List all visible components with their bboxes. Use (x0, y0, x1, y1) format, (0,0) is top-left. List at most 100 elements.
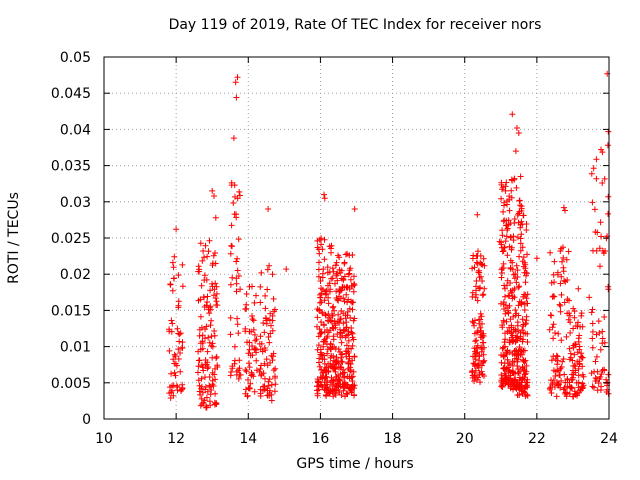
data-point (233, 280, 240, 287)
data-point (319, 274, 326, 281)
data-point (175, 356, 182, 362)
data-point (569, 393, 576, 400)
data-point (210, 383, 217, 389)
data-point (346, 252, 353, 259)
data-point (318, 366, 325, 373)
data-point (339, 332, 346, 339)
data-point (347, 386, 354, 393)
data-point (324, 333, 331, 340)
data-point (341, 298, 348, 305)
data-point (601, 314, 608, 320)
y-tick-label: 0 (82, 412, 91, 428)
data-point (339, 359, 346, 366)
y-tick-label: 0.025 (51, 231, 91, 247)
data-point (568, 384, 574, 391)
data-point (351, 391, 358, 398)
data-point (515, 130, 522, 136)
data-point (502, 330, 508, 337)
data-point (322, 392, 329, 398)
data-point (478, 313, 485, 320)
data-point (329, 265, 336, 272)
data-point (472, 363, 478, 370)
data-point (317, 278, 324, 284)
data-point (269, 357, 276, 364)
data-point (171, 253, 178, 260)
data-point (504, 227, 511, 233)
data-point (263, 356, 270, 363)
data-point (318, 241, 325, 248)
data-point (347, 276, 354, 283)
data-point (231, 343, 238, 350)
data-point (332, 392, 339, 398)
data-point (560, 268, 567, 275)
data-point (321, 191, 327, 198)
data-point (315, 342, 322, 349)
data-point (330, 393, 337, 400)
data-point (329, 275, 336, 282)
data-point (515, 352, 522, 359)
data-point (477, 259, 484, 266)
data-point (507, 265, 514, 272)
data-point (201, 304, 208, 310)
data-point (515, 366, 522, 373)
data-point (166, 390, 173, 397)
data-point (605, 210, 611, 217)
data-point (558, 273, 565, 280)
data-point (316, 259, 322, 266)
data-point (206, 237, 213, 244)
data-point (336, 254, 343, 261)
data-point (516, 344, 523, 350)
data-point (316, 326, 323, 333)
data-point (207, 402, 214, 409)
data-point (262, 292, 269, 299)
data-point (196, 388, 203, 395)
data-point (554, 361, 561, 368)
data-point (517, 333, 524, 340)
data-point (511, 175, 518, 182)
data-point (500, 260, 507, 267)
data-point (269, 271, 276, 278)
data-point (507, 287, 514, 294)
data-point (558, 337, 565, 344)
data-point (195, 348, 202, 355)
data-point (598, 371, 605, 378)
data-point (264, 387, 271, 394)
data-point (515, 210, 522, 217)
data-point (204, 253, 211, 260)
data-point (473, 337, 480, 344)
data-point (342, 251, 349, 258)
data-point (499, 248, 506, 255)
data-point (477, 316, 484, 323)
data-point (561, 299, 568, 306)
data-point (345, 271, 352, 278)
data-point (518, 231, 525, 238)
data-point (551, 258, 558, 265)
data-point (337, 287, 344, 294)
data-point (522, 321, 529, 328)
data-point (179, 261, 186, 268)
data-point (597, 219, 604, 226)
data-point (211, 371, 218, 378)
data-point (245, 385, 252, 392)
data-point (350, 288, 357, 295)
data-point (196, 268, 203, 275)
data-point (212, 280, 219, 287)
data-point (211, 399, 218, 406)
data-point (522, 265, 529, 272)
data-point (533, 255, 540, 262)
data-point (597, 346, 604, 353)
data-point (236, 188, 243, 195)
data-point (172, 353, 179, 360)
data-point (178, 388, 184, 394)
data-point (341, 259, 348, 266)
data-point (168, 370, 175, 377)
data-point (250, 317, 257, 324)
data-point (560, 386, 567, 393)
data-point (517, 348, 524, 355)
data-point (498, 244, 505, 251)
data-point (333, 288, 340, 295)
data-point (605, 193, 612, 200)
data-point (179, 381, 186, 388)
data-point (560, 204, 567, 211)
data-point (263, 315, 270, 322)
